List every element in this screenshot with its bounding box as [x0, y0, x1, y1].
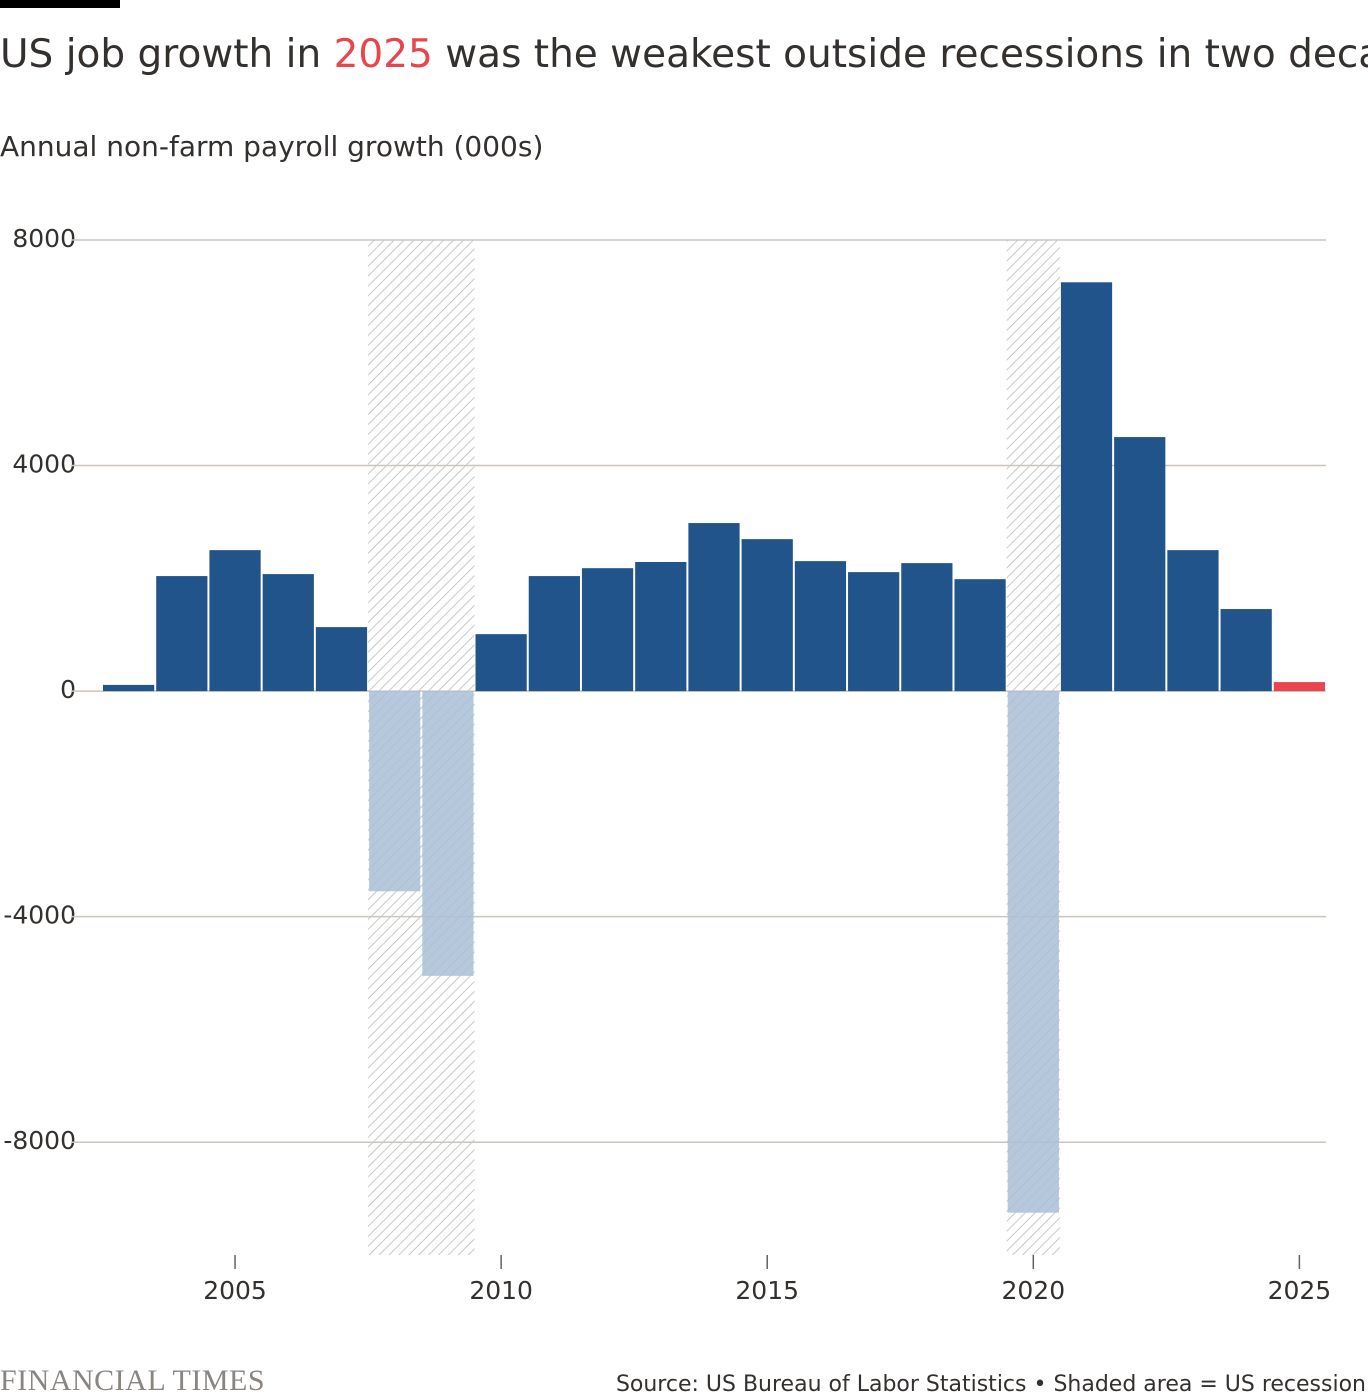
bar [1167, 550, 1219, 692]
y-tick-label: 0 [60, 675, 76, 704]
y-tick-label: 4000 [12, 450, 76, 479]
bar [475, 634, 527, 692]
bar [103, 684, 155, 692]
bar [848, 572, 900, 692]
bar [528, 576, 580, 692]
bar [688, 523, 740, 692]
x-tick-label: 2015 [735, 1276, 799, 1305]
bar [1114, 437, 1166, 692]
y-tick-label: -4000 [3, 901, 76, 930]
x-tick-label: 2020 [1001, 1276, 1065, 1305]
bar [1273, 682, 1325, 692]
x-tick-label: 2025 [1268, 1276, 1332, 1305]
bar [315, 627, 368, 692]
chart-subtitle: Annual non-farm payroll growth (000s) [0, 130, 543, 163]
y-tick-label: -8000 [3, 1126, 76, 1155]
bar [1007, 691, 1059, 1213]
bar [635, 561, 687, 692]
chart-title: US job growth in 2025 was the weakest ou… [0, 32, 1368, 77]
bar [581, 568, 634, 692]
bar [794, 561, 847, 692]
x-tick-label: 2005 [203, 1276, 267, 1305]
bar [1220, 609, 1272, 692]
top-bar [0, 0, 120, 8]
source: Source: US Bureau of Labor Statistics • … [616, 1372, 1366, 1397]
bar [741, 539, 793, 692]
bar [901, 563, 953, 692]
bar [262, 574, 314, 692]
title-highlight: 2025 [334, 32, 433, 77]
title-text: US job growth in [0, 32, 334, 77]
brand: FINANCIAL TIMES [0, 1364, 265, 1397]
bar [954, 579, 1006, 692]
bar [1060, 282, 1113, 692]
bar [369, 691, 421, 892]
y-tick-label: 8000 [12, 224, 76, 253]
bar [422, 691, 474, 976]
bar [209, 550, 261, 692]
title-text: was the weakest outside recessions in tw… [433, 32, 1368, 77]
x-tick-label: 2010 [469, 1276, 533, 1305]
bar [156, 576, 208, 692]
